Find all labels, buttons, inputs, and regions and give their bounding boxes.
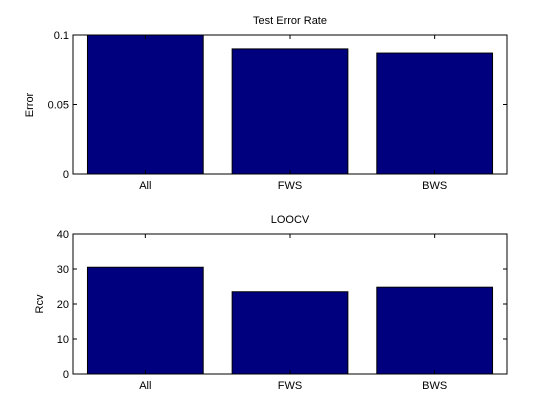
y-tick-label: 40 <box>57 229 69 241</box>
bar-all <box>87 35 203 174</box>
x-tick-label: FWS <box>278 380 302 392</box>
bar-fws <box>232 49 348 174</box>
x-tick-label: All <box>139 180 151 192</box>
y-axis-label: Error <box>24 92 36 117</box>
chart-title: Test Error Rate <box>253 15 327 27</box>
y-tick-label: 0.1 <box>54 30 69 42</box>
y-axis-label: Rcv <box>34 294 46 313</box>
bar-all <box>87 267 203 374</box>
bar-bws <box>377 53 493 174</box>
x-tick-label: BWS <box>422 180 447 192</box>
y-tick-label: 0 <box>63 369 69 381</box>
bar-group <box>87 35 492 174</box>
y-tick-label: 10 <box>57 334 69 346</box>
y-tick-label: 0 <box>63 169 69 181</box>
bar-bws <box>377 287 493 374</box>
y-tick-label: 30 <box>57 264 69 276</box>
y-tick-label: 0.05 <box>48 100 69 112</box>
chart-title: LOOCV <box>271 214 310 226</box>
y-tick-label: 20 <box>57 299 69 311</box>
bar-fws <box>232 292 348 374</box>
x-tick-label: BWS <box>422 380 447 392</box>
x-tick-label: FWS <box>278 180 302 192</box>
x-tick-label: All <box>139 380 151 392</box>
